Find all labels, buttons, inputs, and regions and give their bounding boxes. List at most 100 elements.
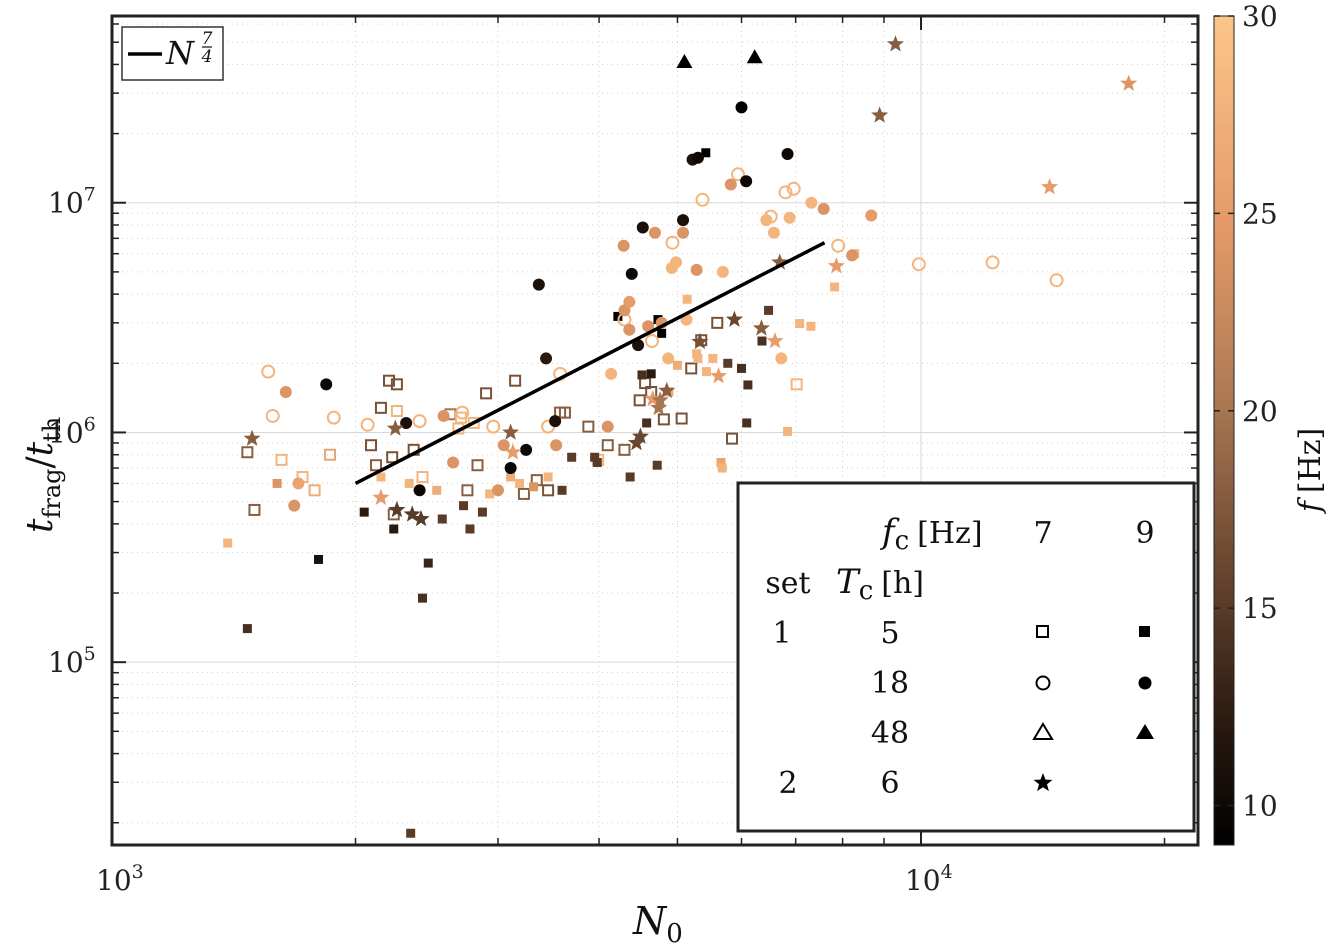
- data-point-star: [725, 310, 743, 327]
- data-point-circle: [447, 456, 460, 469]
- legend-marker-square-filled: [1139, 626, 1150, 637]
- data-point-star: [412, 510, 430, 527]
- data-point-circle: [320, 378, 333, 391]
- legend-marker-star: [1033, 773, 1053, 792]
- data-point-square: [275, 453, 288, 466]
- legend-row-tc: 18: [871, 666, 909, 701]
- data-point-square: [672, 360, 682, 370]
- data-point-square: [423, 558, 433, 568]
- data-point-square: [324, 448, 337, 461]
- data-point-square: [675, 412, 688, 425]
- data-point-circle: [724, 178, 737, 191]
- data-point-square: [467, 416, 480, 429]
- marker-legend: fc [Hz] 7 9 set Tc [h] 1 5 18 48 2 6: [736, 481, 1196, 833]
- legend-set-header: set: [765, 566, 810, 601]
- data-point-square: [642, 418, 652, 428]
- data-point-circle: [261, 364, 276, 379]
- data-point-circle: [775, 352, 788, 365]
- y-tick-label: 105: [48, 643, 96, 679]
- data-point-square: [517, 487, 530, 500]
- data-point-square: [543, 472, 553, 482]
- data-point-square: [625, 472, 635, 482]
- data-point-circle: [625, 267, 638, 280]
- data-point-circle: [632, 339, 645, 352]
- data-point-square: [471, 459, 484, 472]
- data-point-circle: [265, 408, 280, 423]
- data-point-square: [590, 452, 600, 462]
- data-point-circle: [486, 419, 501, 434]
- x-axis-label: N0: [632, 899, 683, 944]
- y-axis-label: tfrag/tth: [20, 417, 66, 533]
- data-point-square: [701, 367, 711, 377]
- data-point-circle: [617, 239, 630, 252]
- data-point-square: [558, 406, 571, 419]
- data-point-circle: [1049, 273, 1064, 288]
- colorbar-tick-label: 20: [1242, 395, 1278, 428]
- legend-marker-triangle-filled: [1136, 724, 1154, 739]
- data-point-square: [711, 316, 724, 329]
- y-tick-label: 107: [48, 184, 96, 220]
- data-point-circle: [786, 181, 801, 196]
- data-point-star: [766, 332, 784, 349]
- data-point-square: [790, 378, 803, 391]
- colorbar-tick-label: 25: [1242, 197, 1278, 230]
- data-point-circle: [670, 256, 683, 269]
- data-point-circle: [740, 175, 753, 188]
- data-point-circle: [865, 209, 878, 222]
- data-point-circle: [292, 477, 305, 490]
- data-point-square: [652, 460, 662, 470]
- data-point-square: [374, 401, 387, 414]
- data-point-square: [416, 470, 429, 483]
- data-point-star: [504, 443, 522, 460]
- data-point-square: [726, 432, 739, 445]
- data-point-circle: [520, 443, 533, 456]
- fit-legend-label: N: [165, 34, 195, 72]
- data-point-circle: [279, 386, 292, 399]
- data-point-square: [657, 413, 670, 426]
- data-point-star: [871, 106, 889, 123]
- data-point-square: [272, 478, 282, 488]
- data-point-triangle: [746, 49, 763, 64]
- data-point-circle: [636, 221, 649, 234]
- data-point-circle: [437, 409, 450, 422]
- data-point-square: [418, 593, 428, 603]
- data-point-circle: [326, 410, 341, 425]
- fit-legend-exponent-den: 4: [201, 47, 213, 67]
- data-point-circle: [778, 185, 793, 200]
- legend-marker-circle-open: [1035, 675, 1051, 691]
- data-point-square: [646, 369, 656, 379]
- data-point-square: [592, 457, 602, 467]
- data-point-square: [743, 380, 753, 390]
- data-point-circle: [781, 147, 794, 160]
- data-point-square: [557, 485, 567, 495]
- data-point-square: [806, 321, 816, 331]
- data-point-star: [502, 423, 520, 440]
- data-point-star: [388, 500, 406, 518]
- data-point-star: [771, 253, 789, 270]
- data-point-circle: [767, 226, 780, 239]
- data-point-square: [459, 501, 469, 511]
- colorbar-tick-label: 15: [1242, 592, 1278, 625]
- data-point-square: [601, 439, 614, 452]
- data-point-circle: [288, 499, 301, 512]
- data-point-square: [404, 478, 414, 488]
- data-point-circle: [455, 405, 470, 420]
- data-point-square: [783, 426, 793, 436]
- legend-row-tc: 6: [880, 766, 899, 801]
- data-point-square: [737, 363, 747, 373]
- data-point-circle: [623, 295, 636, 308]
- data-point-square: [390, 378, 403, 391]
- y-tick-label: 106: [48, 413, 96, 449]
- data-point-star: [658, 381, 676, 398]
- data-point-circle: [623, 323, 636, 336]
- data-point-circle: [648, 226, 661, 239]
- data-point-square: [529, 482, 539, 492]
- data-point-circle: [783, 211, 796, 224]
- legend-marker-circle-filled: [1138, 676, 1152, 690]
- data-point-star: [403, 505, 421, 522]
- legend-row-set: 1: [772, 616, 791, 651]
- data-point-square: [613, 311, 623, 321]
- data-point-square: [717, 463, 727, 473]
- data-point-square: [390, 404, 403, 417]
- data-point-circle: [605, 367, 618, 380]
